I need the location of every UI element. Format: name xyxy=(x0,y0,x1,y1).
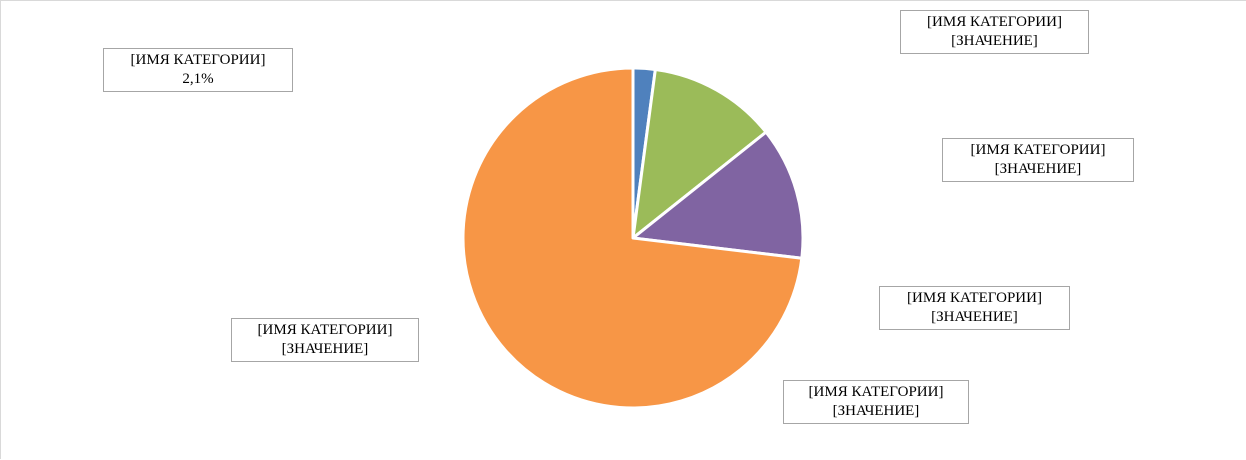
pie-slice-3 xyxy=(631,130,805,260)
data-label-slice-2: [ИМЯ КАТЕГОРИИ] [ЗНАЧЕНИЕ] xyxy=(942,138,1134,182)
data-label-category: [ИМЯ КАТЕГОРИИ] xyxy=(257,322,393,338)
data-label-value: [ЗНАЧЕНИЕ] xyxy=(951,33,1038,49)
data-label-slice-4: [ИМЯ КАТЕГОРИИ] [ЗНАЧЕНИЕ] xyxy=(231,318,419,362)
data-label-category: [ИМЯ КАТЕГОРИИ] xyxy=(907,290,1042,306)
data-label-value: 2,1% xyxy=(182,71,214,87)
data-label-category: [ИМЯ КАТЕГОРИИ] xyxy=(927,14,1062,30)
data-label-value: [ЗНАЧЕНИЕ] xyxy=(832,403,920,419)
data-label-category: [ИМЯ КАТЕГОРИИ] xyxy=(130,52,266,68)
data-label-value: [ЗНАЧЕНИЕ] xyxy=(994,161,1082,177)
data-label-category: [ИМЯ КАТЕГОРИИ] xyxy=(808,384,944,400)
data-label-extra-1: [ИМЯ КАТЕГОРИИ] [ЗНАЧЕНИЕ] xyxy=(900,10,1089,54)
pie-slice-4 xyxy=(461,66,804,410)
pie-slice-2 xyxy=(631,67,768,240)
data-label-slice-1: [ИМЯ КАТЕГОРИИ] 2,1% xyxy=(103,48,293,92)
data-label-category: [ИМЯ КАТЕГОРИИ] xyxy=(970,142,1106,158)
data-label-value: [ЗНАЧЕНИЕ] xyxy=(931,309,1018,325)
data-label-slice-3: [ИМЯ КАТЕГОРИИ] [ЗНАЧЕНИЕ] xyxy=(879,286,1070,330)
data-label-extra-2: [ИМЯ КАТЕГОРИИ] [ЗНАЧЕНИЕ] xyxy=(783,380,969,424)
data-label-value: [ЗНАЧЕНИЕ] xyxy=(281,341,369,357)
